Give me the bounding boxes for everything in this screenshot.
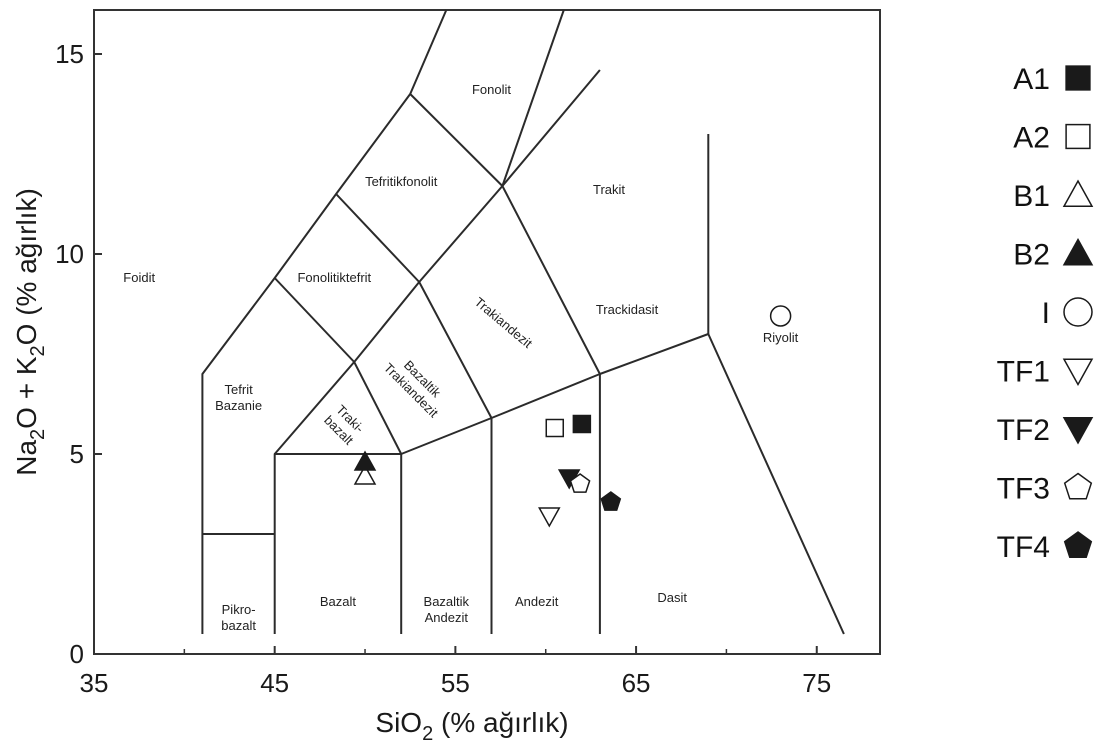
region-label: BazaltikTrakiandezit: [381, 349, 453, 421]
axis-ticks: 35 45 55 65 75 0 5 10 15: [55, 39, 831, 698]
legend-marker-b2: [1062, 237, 1094, 266]
region-label: Foidit: [123, 270, 155, 285]
region-label: Fonolit: [472, 82, 511, 97]
y-tick-label: 10: [55, 239, 84, 269]
field-boundary-line-13: [501, 9, 565, 187]
legend: A1 A2 B1 B2 I TF1 TF2 TF3 TF4: [997, 63, 1094, 564]
point-tf3-marker: [569, 473, 591, 493]
point-a2-marker: [545, 418, 565, 438]
region-label: Bazalt: [320, 594, 357, 609]
region-label: Dasit: [657, 590, 687, 605]
y-axis-label: Na2O + K2O (% ağırlık): [11, 188, 49, 476]
data-points: [353, 305, 792, 528]
legend-marker-tf1: [1062, 358, 1094, 387]
legend-entry-a2: A2: [1013, 122, 1091, 155]
x-tick-label: 65: [622, 668, 651, 698]
point-b1-marker: [353, 464, 377, 485]
legend-label: TF2: [997, 414, 1050, 447]
legend-entry-a1: A1: [1013, 63, 1091, 96]
region-labels: Foidit Tefrit Bazanie Pikro-bazalt Bazalt Baz…: [123, 82, 798, 633]
legend-label: I: [1042, 297, 1050, 330]
field-boundary-line-1: [201, 9, 448, 634]
field-boundaries: [201, 9, 845, 635]
region-label: Trakit: [593, 182, 625, 197]
field-boundary-line-11: [335, 193, 493, 419]
region-label: Pikro-bazalt: [221, 602, 256, 633]
x-axis-label: SiO2 (% ağırlık): [375, 707, 568, 745]
region-label: Fonolitiktefrit: [297, 270, 371, 285]
legend-label: B2: [1013, 239, 1050, 272]
legend-entry-b1: B1: [1013, 179, 1094, 213]
y-tick-label: 5: [70, 439, 84, 469]
region-label: Bazaltik Andezit: [424, 594, 470, 625]
legend-entry-i: I: [1042, 297, 1093, 330]
region-label: Andezit: [515, 594, 559, 609]
legend-marker-a2: [1065, 123, 1091, 150]
legend-entry-tf4: TF4: [997, 531, 1093, 564]
region-label: Tefrit Bazanie: [215, 382, 262, 413]
field-boundary-line-4: [273, 69, 601, 455]
legend-entry-tf2: TF2: [997, 414, 1094, 447]
legend-label: A1: [1013, 63, 1050, 96]
legend-marker-tf2: [1062, 417, 1094, 445]
legend-label: TF3: [997, 473, 1050, 506]
legend-marker-a1: [1065, 65, 1091, 91]
legend-entry-b2: B2: [1013, 237, 1094, 272]
legend-marker-b1: [1062, 179, 1094, 207]
legend-label: A2: [1013, 122, 1050, 155]
plot-frame: [93, 9, 881, 655]
y-tick-label: 15: [55, 39, 84, 69]
field-boundary-line-5: [353, 361, 403, 455]
x-tick-label: 75: [802, 668, 831, 698]
point-tf1-marker: [538, 507, 561, 528]
legend-label: TF4: [997, 531, 1050, 564]
region-label: Riyolit: [763, 330, 799, 345]
region-label: Tefritikfonolit: [365, 174, 438, 189]
field-boundary-line-10: [273, 277, 355, 363]
legend-label: TF1: [997, 356, 1050, 389]
legend-marker-i: [1063, 297, 1093, 327]
point-tf4-marker: [600, 491, 622, 511]
point-a1-marker: [572, 414, 592, 434]
x-tick-label: 45: [260, 668, 289, 698]
legend-entry-tf1: TF1: [997, 356, 1094, 389]
legend-label: B1: [1013, 180, 1050, 213]
legend-marker-tf3: [1063, 472, 1093, 500]
x-tick-label: 55: [441, 668, 470, 698]
region-label: Traki-bazalt: [321, 401, 368, 448]
point-i-marker: [769, 305, 792, 327]
point-b2-marker: [353, 450, 377, 471]
legend-entry-tf3: TF3: [997, 472, 1093, 506]
legend-marker-tf4: [1063, 531, 1093, 559]
region-label: Trackidasit: [596, 302, 659, 317]
x-tick-label: 35: [80, 668, 109, 698]
y-tick-label: 0: [70, 639, 84, 669]
region-label: Trakiandezit: [472, 294, 536, 351]
